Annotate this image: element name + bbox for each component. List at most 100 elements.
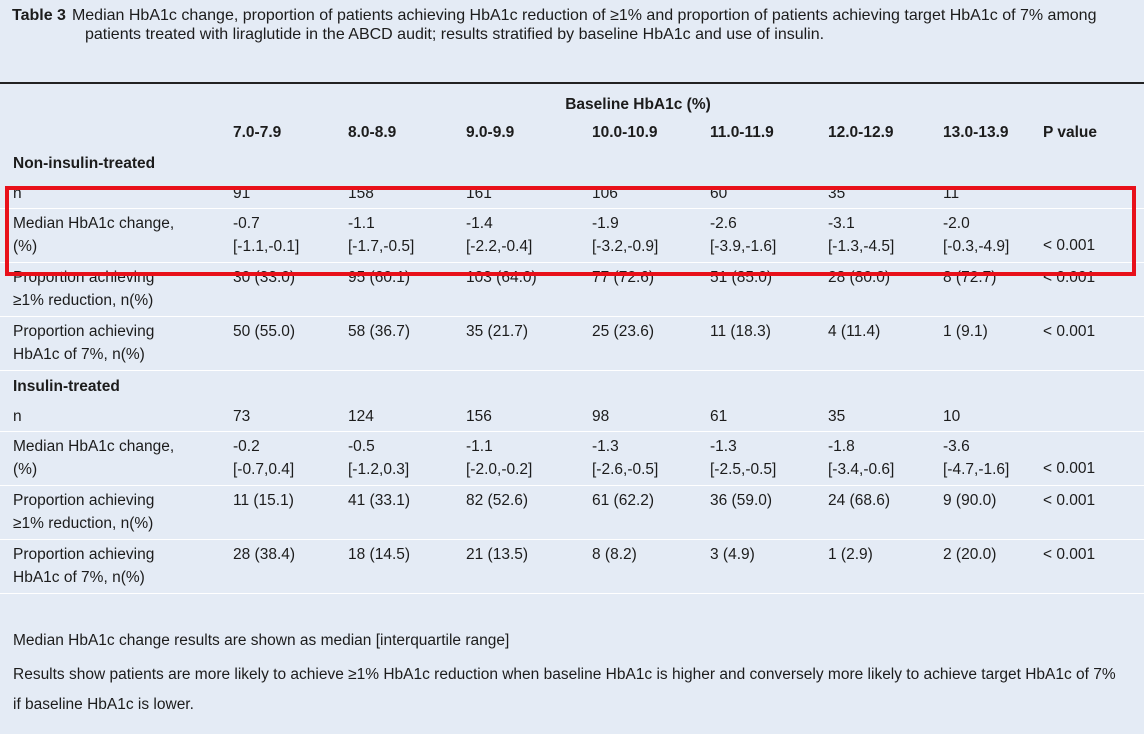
cell-value: 35: [828, 407, 846, 425]
table-caption: Table 3 Median HbA1c change, proportion o…: [12, 6, 1122, 44]
table-cell: 156: [466, 401, 592, 432]
table-cell: 28 (80.0): [828, 262, 943, 317]
cell-value: 50 (55.0): [233, 323, 296, 340]
table-cell: 25 (23.6): [592, 316, 710, 371]
cell-value: 158: [348, 184, 374, 202]
p-value: < 0.001: [1043, 237, 1096, 254]
p-value: < 0.001: [1043, 323, 1096, 340]
cell-value: 35: [828, 184, 846, 202]
table-cell: 98: [592, 401, 710, 432]
results-table: Baseline HbA1c (%) 7.0-7.9 8.0-8.9 9.0-9…: [0, 84, 1144, 594]
cell-range: [-3.2,-0.9]: [592, 238, 659, 255]
cell-value: 156: [466, 407, 492, 425]
table-cell: 18 (14.5): [348, 539, 466, 594]
table-notes: Median HbA1c change results are shown as…: [13, 629, 1123, 730]
cell-value: 124: [348, 407, 374, 425]
table-cell: 124: [348, 401, 466, 432]
table-cell: 77 (72.6): [592, 262, 710, 317]
table-cell: 82 (52.6): [466, 485, 592, 540]
p-value-cell: < 0.001: [1043, 485, 1144, 540]
table-cell: 21 (13.5): [466, 539, 592, 594]
cell-range: [-1.3,-4.5]: [828, 238, 895, 255]
table-cell: 11 (15.1): [233, 485, 348, 540]
cell-value: -1.4: [466, 215, 493, 232]
cell-range: [-2.5,-0.5]: [710, 461, 777, 478]
cell-value: 73: [233, 407, 251, 425]
col-header: 12.0-12.9: [828, 123, 894, 141]
cell-value: 3 (4.9): [710, 546, 755, 563]
table-row: Proportion achieving ≥1% reduction, n(%) 1…: [0, 485, 1144, 540]
p-value-cell: < 0.001: [1043, 316, 1144, 371]
p-value-cell: < 0.001: [1043, 208, 1144, 263]
cell-value: 24 (68.6): [828, 492, 891, 509]
top-rule: [0, 82, 1144, 84]
col-header: 9.0-9.9: [466, 123, 515, 141]
table-row: Proportion achieving HbA1c of 7%, n(%) 28 …: [0, 539, 1144, 594]
table-cell: 95 (60.1): [348, 262, 466, 317]
table-row: Median HbA1c change, (%) -0.2 [-0.7,0.4] -0.…: [0, 431, 1144, 486]
cell-value: -1.3: [592, 438, 619, 455]
row-label-line: n: [13, 184, 22, 202]
cell-value: -1.8: [828, 438, 855, 455]
table-cell: 1 (9.1): [943, 316, 1043, 371]
table-cell: -0.7 [-1.1,-0.1]: [233, 208, 348, 263]
cell-value: 103 (64.0): [466, 269, 537, 286]
cell-value: -2.0: [943, 215, 970, 232]
table-row: Proportion achieving ≥1% reduction, n(%) 3…: [0, 262, 1144, 317]
cell-range: [-2.2,-0.4]: [466, 238, 533, 255]
cell-value: 10: [943, 407, 961, 425]
table-cell: 8 (8.2): [592, 539, 710, 594]
cell-value: 11 (15.1): [233, 492, 294, 509]
table-row: n 73 124 156 98 61 35 10: [0, 401, 1144, 432]
cell-range: [-1.1,-0.1]: [233, 238, 300, 255]
col-header-p-value: P value: [1043, 123, 1098, 141]
table-cell: -1.1 [-2.0,-0.2]: [466, 431, 592, 486]
row-label-line: Median HbA1c change,: [13, 215, 175, 232]
row-label: Median HbA1c change, (%): [0, 208, 233, 263]
cell-value: 41 (33.1): [348, 492, 411, 509]
cell-value: -2.6: [710, 215, 737, 232]
cell-value: -0.2: [233, 438, 260, 455]
p-value: < 0.001: [1043, 546, 1096, 563]
row-label-line: HbA1c of 7%, n(%): [13, 346, 145, 363]
row-label-line: Median HbA1c change,: [13, 438, 175, 455]
table-cell: 3 (4.9): [710, 539, 828, 594]
row-label: Proportion achieving HbA1c of 7%, n(%): [0, 539, 233, 594]
cell-range: [-3.9,-1.6]: [710, 238, 777, 255]
table-row: n 91 158 161 106 60 35 11: [0, 178, 1144, 209]
row-label-line: Proportion achieving: [13, 492, 155, 509]
p-value-cell: [1043, 401, 1144, 432]
cell-value: -1.3: [710, 438, 737, 455]
cell-value: -1.9: [592, 215, 619, 232]
cell-value: 58 (36.7): [348, 323, 411, 340]
cell-value: 2 (20.0): [943, 546, 997, 563]
table-cell: 10: [943, 401, 1043, 432]
section-title: Insulin-treated: [13, 377, 120, 395]
table-cell: 73: [233, 401, 348, 432]
cell-value: 8 (8.2): [592, 546, 637, 563]
table-cell: -1.8 [-3.4,-0.6]: [828, 431, 943, 486]
super-header-row: Baseline HbA1c (%): [0, 84, 1144, 116]
table-cell: 2 (20.0): [943, 539, 1043, 594]
row-label-line: (%): [13, 461, 38, 478]
row-label-line: Proportion achieving: [13, 269, 155, 286]
note: Median HbA1c change results are shown as…: [13, 632, 510, 649]
table-cell: 158: [348, 178, 466, 209]
table-cell: 41 (33.1): [348, 485, 466, 540]
table-cell: -1.4 [-2.2,-0.4]: [466, 208, 592, 263]
baseline-header: Baseline HbA1c (%): [565, 96, 711, 113]
row-label-line: ≥1% reduction, n(%): [13, 292, 154, 309]
cell-range: [-2.6,-0.5]: [592, 461, 659, 478]
table-cell: 30 (33.0): [233, 262, 348, 317]
row-label: Proportion achieving ≥1% reduction, n(%): [0, 485, 233, 540]
row-label-line: (%): [13, 238, 38, 255]
cell-value: 28 (38.4): [233, 546, 296, 563]
table-cell: 11: [943, 178, 1043, 209]
p-value: < 0.001: [1043, 269, 1096, 286]
cell-value: -0.7: [233, 215, 260, 232]
col-header: 7.0-7.9: [233, 123, 282, 141]
cell-value: 11: [943, 184, 960, 202]
table-cell: 60: [710, 178, 828, 209]
p-value-cell: < 0.001: [1043, 431, 1144, 486]
